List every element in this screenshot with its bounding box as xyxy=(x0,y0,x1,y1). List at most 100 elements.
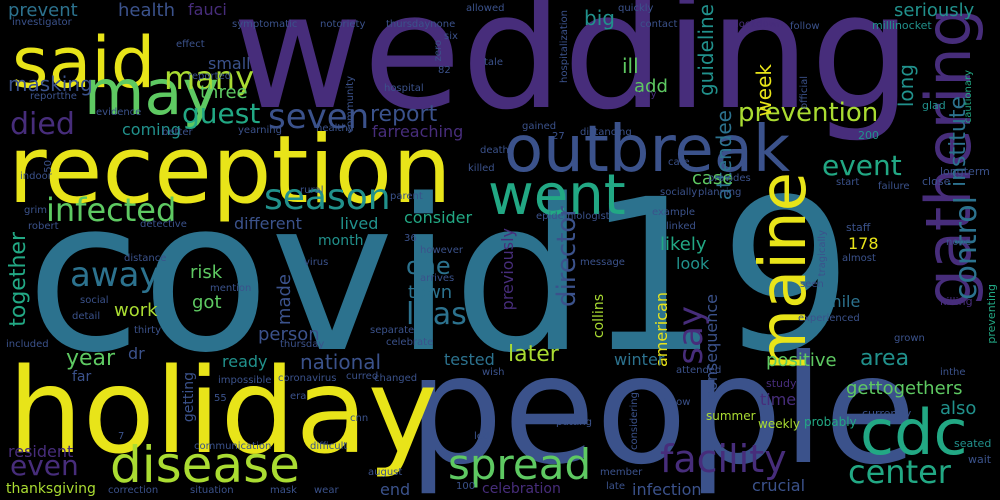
word-killing: killing xyxy=(940,295,973,308)
word-seen: seen xyxy=(800,279,824,290)
word-failure: failure xyxy=(878,181,910,192)
word-reception: reception xyxy=(8,116,452,225)
word-quickly: quickly xyxy=(618,3,654,14)
word-thursday: thursday xyxy=(280,339,325,350)
word-august: august xyxy=(368,467,403,478)
word-mile: mile xyxy=(826,292,861,311)
word-provides: provides xyxy=(708,173,751,184)
word-lockdown: lockdown xyxy=(736,19,784,30)
word-report: report xyxy=(370,102,438,127)
word-positive: positive xyxy=(766,350,837,371)
word-health: health xyxy=(118,0,175,21)
word-person: person xyxy=(258,324,320,345)
word-even: even xyxy=(10,449,79,482)
word-experienced: experienced xyxy=(798,313,860,324)
word-cdc: cdc xyxy=(860,396,968,469)
word-know: know xyxy=(664,397,691,408)
word-wear: wear xyxy=(314,485,339,496)
word-inthe: inthe xyxy=(940,367,966,378)
word-message: message xyxy=(580,257,625,268)
word-area: area xyxy=(860,346,910,371)
word-7: 7 xyxy=(118,431,125,442)
word-robert: robert xyxy=(28,221,59,232)
word-least: least xyxy=(406,297,479,332)
word-many: many xyxy=(164,59,254,97)
word-symptomatic: symptomatic xyxy=(232,19,298,30)
word-reported: reported xyxy=(188,71,232,82)
word-close: close xyxy=(922,175,951,188)
word-member: member xyxy=(600,467,643,478)
word-detective: detective xyxy=(140,219,187,230)
word-weary: weary xyxy=(626,89,657,100)
word-almost: almost xyxy=(842,253,876,264)
word-made: made xyxy=(274,274,295,326)
word-linked: linked xyxy=(666,221,696,232)
word-better: better xyxy=(162,127,193,138)
word-care: care xyxy=(668,157,690,168)
word-none: none xyxy=(946,237,971,248)
word-included: included xyxy=(6,339,49,350)
word-risk: risk xyxy=(190,262,223,283)
word-masking: masking xyxy=(8,72,93,96)
word-reportthe: reportthe xyxy=(30,91,77,102)
word-crucial: crucial xyxy=(752,476,806,495)
word-distancing: distancing xyxy=(580,127,632,138)
word-death: death xyxy=(480,145,509,156)
word-center: center xyxy=(848,453,951,491)
word-control: control xyxy=(949,196,984,300)
word-town: town xyxy=(408,282,453,303)
word-mask: mask xyxy=(270,485,297,496)
word-holiday: holiday xyxy=(8,342,438,480)
word-investigator: investigator xyxy=(12,17,72,28)
word-may: may xyxy=(84,56,220,129)
word-infection: infection xyxy=(632,480,702,499)
word-farreaching: farreaching xyxy=(372,122,464,141)
word-maine: maine xyxy=(747,172,821,372)
word-month: month xyxy=(318,233,364,249)
word-previously: previously xyxy=(498,228,517,311)
word-curred: curred xyxy=(346,371,379,382)
word-rural: rural xyxy=(300,185,324,196)
word-wait: wait xyxy=(968,453,992,466)
word-mention: mention xyxy=(210,283,252,294)
word-lived: lived xyxy=(340,214,379,233)
word-getting: getting xyxy=(181,372,197,423)
word-hospitalization: hospitalization xyxy=(559,10,570,83)
word-preventing: preventing xyxy=(985,284,998,344)
word-start: start xyxy=(836,177,860,188)
word-collins: collins xyxy=(591,294,607,339)
word-putting: putting xyxy=(556,417,592,428)
word-away: away xyxy=(70,255,160,295)
word-contact: contact xyxy=(640,19,678,30)
word-dr: dr xyxy=(128,344,145,363)
word-allowed: allowed xyxy=(466,3,505,14)
word-facility: facility xyxy=(660,437,787,481)
word-55: 55 xyxy=(214,393,227,404)
word-look: look xyxy=(676,254,710,273)
word-time: time xyxy=(760,390,797,409)
word-consequence: consequence xyxy=(702,294,721,400)
word-evidence: evidence xyxy=(96,107,142,118)
word-wedding: wedding xyxy=(232,0,912,145)
word-socially: socially xyxy=(660,187,698,198)
word-gettogethers: gettogethers xyxy=(846,378,963,399)
word-guest: guest xyxy=(182,97,261,130)
word-parent: parent xyxy=(390,191,423,202)
word-82: 82 xyxy=(438,65,451,76)
word-seven: seven xyxy=(268,97,370,137)
word-tale: tale xyxy=(484,57,503,68)
word-killed: killed xyxy=(468,163,495,174)
word-cautionary: cautionary xyxy=(963,70,974,124)
word-however: however xyxy=(420,245,463,256)
word-people: people xyxy=(408,324,917,498)
word-glad: glad xyxy=(922,99,946,112)
word-national: national xyxy=(300,350,382,374)
word-communication: communication xyxy=(194,441,272,452)
word-covid19: covid19 xyxy=(26,154,854,399)
word-also: also xyxy=(940,398,977,419)
word-tested: tested xyxy=(444,350,495,369)
word-long: long xyxy=(894,64,918,108)
word-100: 100 xyxy=(456,481,476,492)
word-resident: resident xyxy=(8,442,74,461)
